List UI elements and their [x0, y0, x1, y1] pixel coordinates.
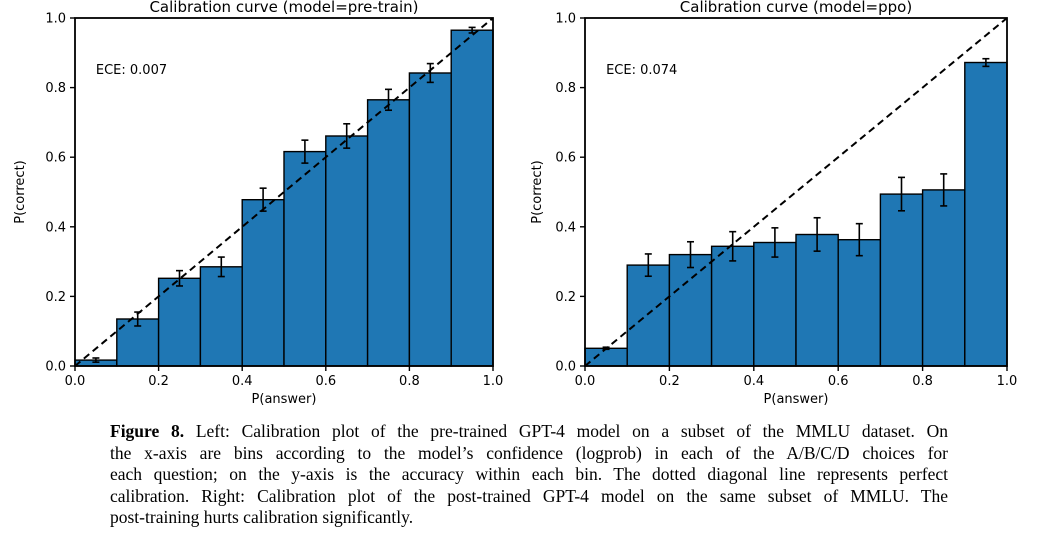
- caption-text: Left: Calibration plot of the pre-traine…: [184, 421, 948, 441]
- calibration-chart-ppo: 0.00.0 0.2 0.2 0.4 0.4 0.6 0.6 0.8 0.8 1.0 1.0 Cali…: [530, 0, 1018, 407]
- x-tick-label: 0.0: [65, 374, 86, 389]
- x-axis-label: P(answer): [764, 392, 829, 407]
- x-tick-label: 0.4: [743, 374, 764, 389]
- x-tick-label: 0.6: [315, 374, 336, 389]
- error-bar: [259, 187, 267, 212]
- error-bar: [729, 230, 737, 262]
- error-bar: [940, 173, 948, 207]
- error-bar: [898, 176, 905, 212]
- y-tick-label: 0.4: [555, 220, 576, 235]
- chart-panel-pretrain: 0.0 0.0 0.2 0.2 0.4 0.4 0.6 0.6 0.8 0.8 1.0 1.0 Cali…: [0, 0, 527, 412]
- histogram-bar: [626, 264, 671, 367]
- histogram-bar: [366, 99, 411, 367]
- histogram-bar: [921, 189, 966, 367]
- plot-border: [74, 17, 494, 367]
- y-tick-label: 0.8: [45, 81, 66, 96]
- diagonal-reference-line: [74, 17, 494, 367]
- histogram-bar: [450, 29, 494, 367]
- x-tick-label: 0.2: [148, 374, 169, 389]
- histogram-bar: [964, 61, 1008, 367]
- y-axis-label: P(correct): [530, 160, 545, 224]
- error-bar: [687, 240, 694, 269]
- histogram-bar: [199, 266, 243, 367]
- error-bar: [468, 26, 476, 34]
- error-bar: [813, 216, 821, 252]
- plot-border: [584, 17, 1008, 367]
- y-tick-label: 0.2: [45, 290, 66, 305]
- x-tick-label: 0.8: [399, 374, 420, 389]
- caption-line: Figure 8. Left: Calibration plot of the …: [110, 421, 948, 443]
- ece-annotation: ECE: 0.074: [606, 63, 677, 78]
- chart-title: Calibration curve (model=pre-train): [149, 0, 418, 16]
- chart-title: Calibration curve (model=ppo): [680, 0, 912, 16]
- calibration-charts-row: 0.0 0.0 0.2 0.2 0.4 0.4 0.6 0.6 0.8 0.8 1.0 1.0 Cali…: [0, 0, 1054, 412]
- x-axis-label: P(answer): [252, 392, 317, 407]
- histogram-bar: [795, 233, 839, 367]
- y-tick-label: 0.6: [555, 151, 576, 166]
- caption-line: post-training hurts calibration signific…: [110, 507, 414, 527]
- error-bar: [92, 357, 100, 363]
- x-tick-label: 0.2: [659, 374, 680, 389]
- y-tick-label: 1.0: [45, 12, 66, 27]
- histogram-bar: [668, 253, 713, 367]
- y-axis-label: P(correct): [13, 160, 28, 224]
- error-bar: [982, 57, 990, 68]
- calibration-chart-pretrain: 0.00.0 0.2 0.2 0.4 0.4 0.6 0.6 0.8 0.8 1.0 1.0 Cali…: [13, 0, 504, 407]
- y-tick-label: 0.6: [45, 151, 66, 166]
- histogram-bar: [241, 198, 285, 367]
- ece-annotation: ECE: 0.007: [96, 63, 167, 78]
- error-bar: [385, 88, 392, 112]
- x-tick-label: 0.6: [828, 374, 849, 389]
- error-bar: [176, 269, 183, 287]
- y-tick-label: 1.0: [555, 12, 576, 27]
- error-bar: [602, 346, 610, 351]
- error-bar: [644, 253, 652, 278]
- error-bar: [771, 227, 779, 258]
- y-tick-label: 0.2: [555, 290, 576, 305]
- y-tick-label: 0.0: [45, 360, 66, 375]
- error-bar: [426, 62, 434, 84]
- x-tick-label: 0.8: [912, 374, 933, 389]
- chart-panel-ppo: 0.0 0.0 0.2 0.2 0.4 0.4 0.6 0.6 0.8 0.8 1.0 1.0 Cali…: [527, 0, 1054, 412]
- error-bar: [301, 139, 309, 164]
- y-tick-label: 0.0: [555, 360, 576, 375]
- x-tick-label: 0.4: [232, 374, 253, 389]
- figure-caption: Figure 8. Left: Calibration plot of the …: [110, 421, 948, 529]
- histogram-bar: [753, 241, 797, 367]
- error-bar: [134, 311, 142, 327]
- figure-label: Figure 8.: [110, 421, 185, 441]
- error-bar: [217, 256, 225, 278]
- caption-line: each question; on the y-axis is the accu…: [110, 464, 948, 484]
- caption-line: calibration. Right: Calibration plot of …: [110, 485, 948, 506]
- histogram-bar: [584, 347, 628, 367]
- error-bar: [855, 222, 863, 257]
- x-tick-label: 1.0: [483, 374, 504, 389]
- x-tick-label: 0.0: [575, 374, 596, 389]
- histogram-bar: [283, 150, 327, 367]
- histogram-bar: [837, 238, 882, 367]
- x-tick-label: 1.0: [997, 374, 1018, 389]
- error-bar: [343, 122, 351, 149]
- histogram-bar: [879, 193, 924, 367]
- y-tick-label: 0.4: [45, 220, 66, 235]
- y-tick-label: 0.8: [555, 81, 576, 96]
- histogram-bar: [408, 72, 452, 367]
- histogram-bar: [325, 135, 369, 367]
- histogram-bar: [710, 245, 755, 367]
- caption-line: the x-axis are bins according to the mod…: [110, 442, 948, 463]
